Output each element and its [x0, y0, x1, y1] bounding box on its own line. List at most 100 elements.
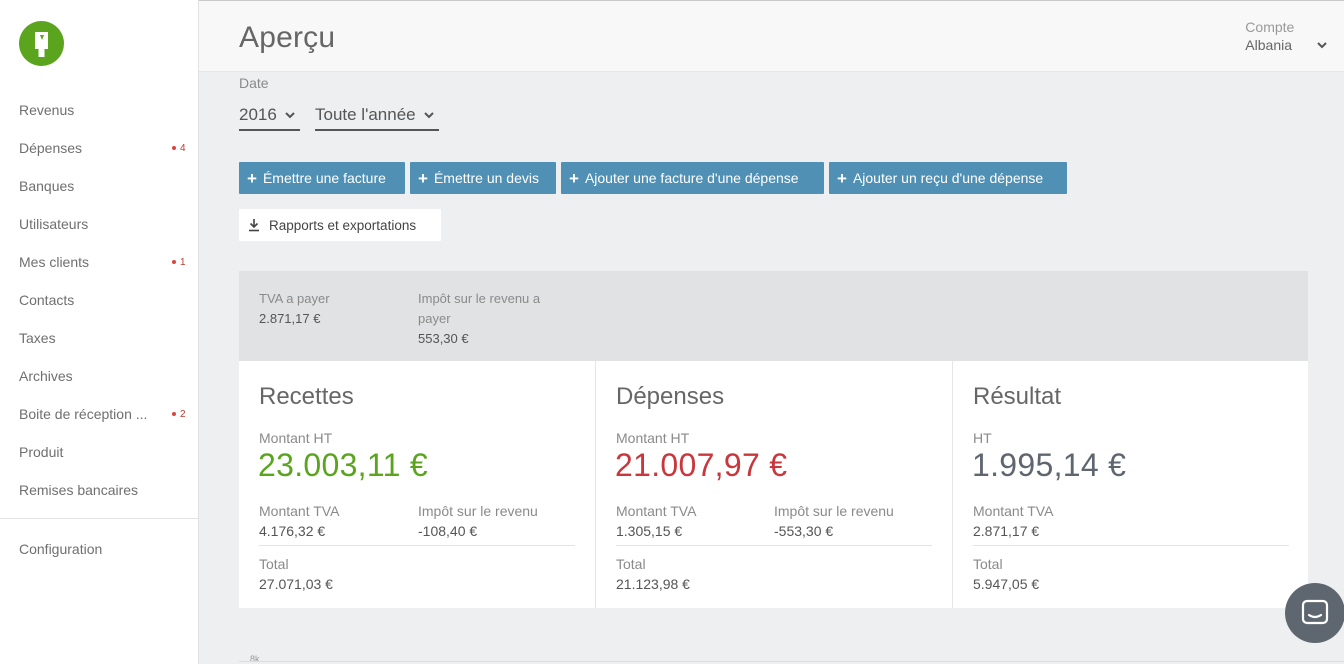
- notification-badge: 1: [172, 257, 186, 268]
- sidebar-item-mes-clients[interactable]: Mes clients 1: [0, 246, 198, 278]
- sidebar-item-label: Mes clients: [19, 254, 90, 270]
- total-value: 21.123,98 €: [616, 576, 690, 592]
- button-label: Émettre un devis: [433, 170, 539, 186]
- sidebar-item-label: Banques: [19, 178, 75, 194]
- card-amount: 1.995,14 €: [972, 447, 1127, 483]
- vat-label: Montant TVA: [973, 503, 1054, 519]
- plus-icon: +: [837, 168, 847, 188]
- receipts-card: Recettes Montant HT 23.003,11 € Montant …: [239, 361, 595, 608]
- sidebar-item-label: Contacts: [19, 292, 75, 308]
- sidebar-item-label: Archives: [19, 368, 73, 384]
- vat-value: 1.305,15 €: [616, 523, 683, 539]
- total-label: Total: [616, 556, 646, 572]
- card-divider: [259, 545, 575, 546]
- sidebar-item-configuration[interactable]: Configuration: [0, 533, 198, 565]
- card-divider: [616, 545, 932, 546]
- sidebar-item-archives[interactable]: Archives: [0, 360, 198, 392]
- download-icon: [249, 219, 259, 232]
- period-select[interactable]: Toute l'année: [315, 100, 439, 131]
- sidebar-item-label: Taxes: [19, 330, 56, 346]
- income-tax-value: -553,30 €: [774, 523, 834, 539]
- income-tax-label: Impôt sur le revenu: [418, 503, 538, 519]
- button-label: Rapports et exportations: [269, 217, 417, 233]
- chevron-down-icon: [285, 111, 295, 118]
- chart-baseline: [239, 661, 1344, 662]
- sidebar-item-label: Configuration: [19, 541, 103, 557]
- plus-icon: +: [247, 168, 257, 188]
- sidebar-item-label: Produit: [19, 444, 64, 460]
- button-label: Émettre une facture: [262, 170, 386, 186]
- vat-to-pay-value: 2.871,17 €: [259, 311, 321, 326]
- chat-launcher-button[interactable]: [1285, 583, 1344, 643]
- plus-icon: +: [418, 168, 428, 188]
- year-value: 2016: [239, 104, 277, 124]
- total-value: 27.071,03 €: [259, 576, 333, 592]
- card-subtitle: Montant HT: [259, 430, 333, 446]
- expenses-card: Dépenses Montant HT 21.007,97 € Montant …: [595, 361, 951, 608]
- card-amount: 23.003,11 €: [258, 447, 428, 483]
- account-label: Compte: [1245, 19, 1295, 35]
- income-tax-label: Impôt sur le revenu a: [418, 291, 541, 306]
- chart-axis-tick: 8k: [250, 654, 260, 664]
- vat-label: Montant TVA: [259, 503, 340, 519]
- income-tax-to-pay: Impôt sur le revenu a payer 553,30 €: [418, 289, 540, 349]
- sidebar-item-revenus[interactable]: Revenus: [0, 94, 198, 126]
- add-expense-receipt-button[interactable]: + Ajouter un reçu d'une dépense: [829, 162, 1067, 194]
- sidebar: Revenus Dépenses 4 Banques Utilisateurs …: [0, 0, 199, 664]
- summary-cards: Recettes Montant HT 23.003,11 € Montant …: [239, 361, 1308, 608]
- vat-value: 4.176,32 €: [259, 523, 326, 539]
- card-title: Résultat: [973, 383, 1062, 410]
- total-label: Total: [259, 556, 289, 572]
- vat-label: Montant TVA: [616, 503, 697, 519]
- income-tax-value: -108,40 €: [418, 523, 478, 539]
- income-tax-label: Impôt sur le revenu: [774, 503, 894, 519]
- account-value: Albania: [1245, 37, 1292, 53]
- plus-icon: +: [569, 168, 579, 188]
- card-subtitle: Montant HT: [616, 430, 690, 446]
- notification-badge: 4: [172, 143, 186, 154]
- chevron-down-icon: [424, 111, 434, 118]
- sidebar-item-label: Utilisateurs: [19, 216, 89, 232]
- logo-icon: [35, 32, 48, 57]
- issue-quote-button[interactable]: + Émettre un devis: [410, 162, 556, 194]
- sidebar-item-banques[interactable]: Banques: [0, 170, 198, 202]
- year-select[interactable]: 2016: [239, 100, 300, 131]
- page-title: Aperçu: [239, 21, 336, 54]
- vat-to-pay: TVA a payer 2.871,17 €: [259, 289, 330, 329]
- button-label: Ajouter un reçu d'une dépense: [852, 170, 1044, 186]
- result-card: Résultat HT 1.995,14 € Montant TVA 2.871…: [952, 361, 1308, 608]
- tax-summary: TVA a payer 2.871,17 € Impôt sur le reve…: [239, 271, 1308, 361]
- issue-invoice-button[interactable]: + Émettre une facture: [239, 162, 405, 194]
- sidebar-item-taxes[interactable]: Taxes: [0, 322, 198, 354]
- sidebar-item-contacts[interactable]: Contacts: [0, 284, 198, 316]
- card-title: Dépenses: [616, 383, 725, 410]
- sidebar-item-utilisateurs[interactable]: Utilisateurs: [0, 208, 198, 240]
- add-expense-invoice-button[interactable]: + Ajouter une facture d'une dépense: [561, 162, 824, 194]
- reports-exports-button[interactable]: Rapports et exportations: [239, 209, 441, 241]
- total-label: Total: [973, 556, 1003, 572]
- sidebar-item-depenses[interactable]: Dépenses 4: [0, 132, 198, 164]
- sidebar-divider: [0, 518, 198, 519]
- sidebar-item-remises-bancaires[interactable]: Remises bancaires: [0, 474, 198, 506]
- sidebar-item-produit[interactable]: Produit: [0, 436, 198, 468]
- vat-to-pay-label: TVA a payer: [259, 291, 330, 306]
- card-divider: [973, 545, 1289, 546]
- sidebar-item-label: Remises bancaires: [19, 482, 139, 498]
- card-subtitle: HT: [973, 430, 992, 446]
- chat-icon: [1301, 599, 1329, 625]
- vat-value: 2.871,17 €: [973, 523, 1040, 539]
- sidebar-item-inbox[interactable]: Boite de réception ... 2: [0, 398, 198, 430]
- app-logo[interactable]: [19, 21, 64, 66]
- card-title: Recettes: [259, 383, 354, 410]
- total-value: 5.947,05 €: [973, 576, 1040, 592]
- page-header: Aperçu Compte Albania: [199, 0, 1344, 72]
- notification-badge: 2: [172, 409, 186, 420]
- sidebar-item-label: Boite de réception ...: [19, 406, 148, 422]
- period-value: Toute l'année: [315, 104, 416, 124]
- card-amount: 21.007,97 €: [615, 447, 788, 483]
- account-selector[interactable]: Compte Albania: [1245, 19, 1328, 53]
- date-label: Date: [239, 75, 269, 91]
- income-tax-value: 553,30 €: [418, 331, 469, 346]
- sidebar-item-label: Dépenses: [19, 140, 83, 156]
- chevron-down-icon: [1317, 42, 1327, 49]
